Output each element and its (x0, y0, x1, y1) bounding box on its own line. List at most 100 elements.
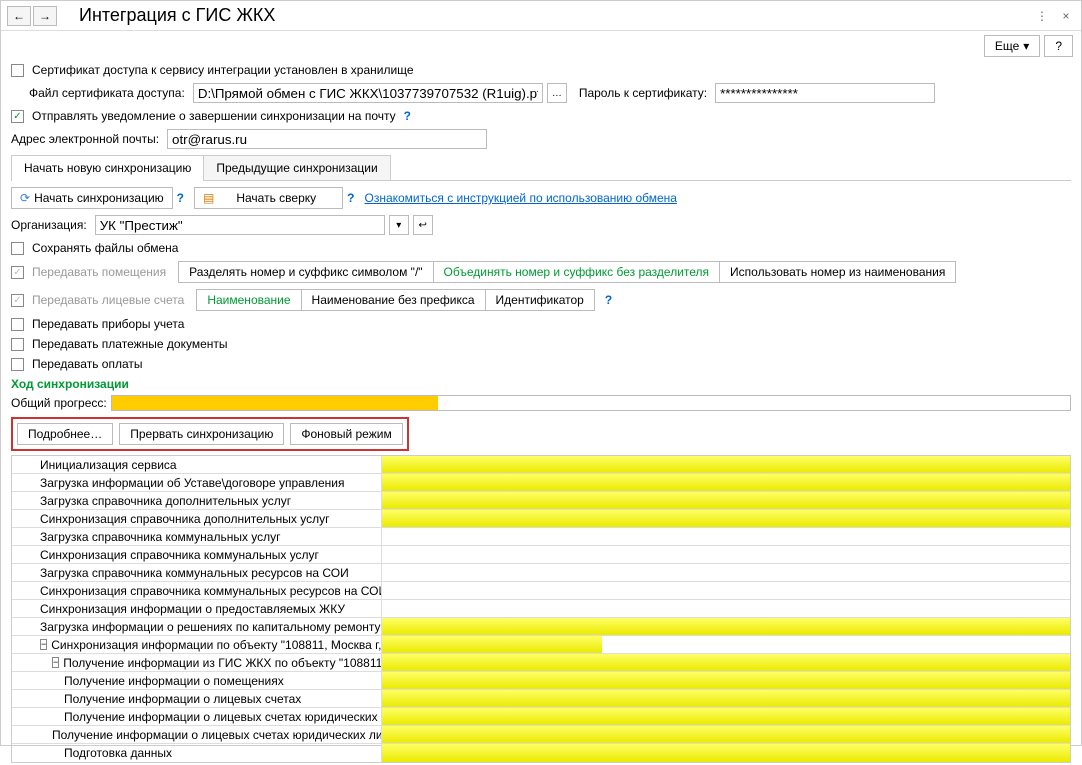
cert-file-input[interactable] (193, 83, 543, 103)
table-row[interactable]: Синхронизация информации о предоставляем… (12, 600, 1070, 618)
cert-installed-checkbox[interactable] (11, 64, 24, 77)
overall-progress-label: Общий прогресс: (11, 396, 107, 410)
save-files-checkbox[interactable] (11, 242, 24, 255)
help-button[interactable]: ? (1044, 35, 1073, 57)
table-row[interactable]: Получение информации о лицевых счетах юр… (12, 726, 1070, 744)
row-progress (382, 474, 1070, 491)
nav-back-button[interactable]: ← (7, 6, 31, 26)
row-label: Синхронизация справочника коммунальных у… (12, 546, 382, 563)
start-sync-help-icon[interactable]: ? (177, 191, 184, 205)
abort-button[interactable]: Прервать синхронизацию (119, 423, 284, 445)
send-payments-checkbox[interactable] (11, 358, 24, 371)
notify-help-icon[interactable]: ? (404, 109, 411, 123)
send-premises-checkbox[interactable]: ✓ (11, 266, 24, 279)
cert-file-browse-button[interactable]: … (547, 83, 567, 103)
org-dropdown-button[interactable]: ▾ (389, 215, 409, 235)
send-paydocs-label: Передавать платежные документы (32, 337, 228, 351)
row-progress (382, 636, 1070, 653)
cert-installed-label: Сертификат доступа к сервису интеграции … (32, 63, 414, 77)
chevron-down-icon: ▾ (1023, 39, 1029, 53)
row-progress (382, 618, 1070, 635)
cert-file-label: Файл сертификата доступа: (29, 86, 185, 100)
row-label: Подготовка данных (12, 744, 382, 762)
table-row[interactable]: Получение информации о лицевых счетах юр… (12, 708, 1070, 726)
page-title: Интеграция с ГИС ЖКХ (79, 5, 1033, 26)
send-meters-label: Передавать приборы учета (32, 317, 184, 331)
send-accounts-checkbox[interactable]: ✓ (11, 294, 24, 307)
start-check-help-icon[interactable]: ? (347, 191, 354, 205)
org-input[interactable] (95, 215, 385, 235)
table-row[interactable]: −Синхронизация информации по объекту "10… (12, 636, 1070, 654)
table-row[interactable]: Инициализация сервиса (12, 456, 1070, 474)
table-row[interactable]: −Получение информации из ГИС ЖКХ по объе… (12, 654, 1070, 672)
tab-new-sync[interactable]: Начать новую синхронизацию (11, 155, 204, 180)
background-button[interactable]: Фоновый режим (290, 423, 402, 445)
row-progress (382, 456, 1070, 473)
cert-password-label: Пароль к сертификату: (579, 86, 707, 100)
start-check-button[interactable]: ▤ Начать сверку (194, 187, 343, 209)
row-label: Получение информации о помещениях (12, 672, 382, 689)
premises-seg-split[interactable]: Разделять номер и суффикс символом "/" (179, 262, 433, 282)
row-progress (382, 600, 1070, 617)
email-input[interactable] (167, 129, 487, 149)
overall-progress-bar (111, 395, 1071, 411)
row-progress (382, 510, 1070, 527)
row-progress (382, 654, 1070, 671)
row-label: Получение информации о лицевых счетах (12, 690, 382, 707)
accounts-seg-name[interactable]: Наименование (197, 290, 301, 310)
row-progress (382, 708, 1070, 725)
row-label: Синхронизация информации о предоставляем… (12, 600, 382, 617)
nav-forward-button[interactable]: → (33, 6, 57, 26)
more-button[interactable]: Еще▾ (984, 35, 1040, 57)
table-row[interactable]: Загрузка справочника коммунальных услуг (12, 528, 1070, 546)
start-sync-button[interactable]: ⟳ Начать синхронизацию (11, 187, 173, 209)
table-row[interactable]: Загрузка справочника дополнительных услу… (12, 492, 1070, 510)
row-progress (382, 582, 1070, 599)
instruction-link[interactable]: Ознакомиться с инструкцией по использова… (364, 191, 676, 205)
accounts-help-icon[interactable]: ? (605, 293, 612, 307)
org-open-button[interactable]: ↩ (413, 215, 433, 235)
row-label: Получение информации о лицевых счетах юр… (12, 726, 382, 743)
table-row[interactable]: Подготовка данных (12, 744, 1070, 762)
email-label: Адрес электронной почты: (11, 132, 159, 146)
accounts-seg-noprefix[interactable]: Наименование без префикса (302, 290, 486, 310)
row-label: Загрузка справочника дополнительных услу… (12, 492, 382, 509)
row-label: Получение информации о лицевых счетах юр… (12, 708, 382, 725)
row-progress (382, 564, 1070, 581)
sync-icon: ⟳ (20, 191, 30, 205)
table-row[interactable]: Загрузка информации об Уставе\договоре у… (12, 474, 1070, 492)
menu-icon[interactable]: ⋮ (1033, 7, 1051, 25)
row-progress (382, 492, 1070, 509)
action-buttons-group: Подробнее… Прервать синхронизацию Фоновы… (11, 417, 409, 451)
table-row[interactable]: Получение информации о лицевых счетах (12, 690, 1070, 708)
expander-icon[interactable]: − (52, 657, 59, 668)
details-button[interactable]: Подробнее… (17, 423, 113, 445)
table-row[interactable]: Загрузка информации о решениях по капита… (12, 618, 1070, 636)
expander-icon[interactable]: − (40, 639, 47, 650)
notify-checkbox[interactable]: ✓ (11, 110, 24, 123)
table-row[interactable]: Синхронизация справочника коммунальных у… (12, 546, 1070, 564)
row-label: Синхронизация справочника коммунальных р… (12, 582, 382, 599)
tab-prev-sync[interactable]: Предыдущие синхронизации (203, 155, 390, 180)
table-row[interactable]: Синхронизация справочника дополнительных… (12, 510, 1070, 528)
row-label: Загрузка информации о решениях по капита… (12, 618, 382, 635)
table-row[interactable]: Синхронизация справочника коммунальных р… (12, 582, 1070, 600)
premises-seg-name[interactable]: Использовать номер из наименования (720, 262, 955, 282)
close-icon[interactable]: × (1057, 7, 1075, 25)
org-label: Организация: (11, 218, 87, 232)
table-row[interactable]: Загрузка справочника коммунальных ресурс… (12, 564, 1070, 582)
progress-grid: Инициализация сервисаЗагрузка информации… (11, 455, 1071, 763)
cert-password-input[interactable] (715, 83, 935, 103)
send-meters-checkbox[interactable] (11, 318, 24, 331)
row-progress (382, 726, 1070, 743)
premises-seg-merge[interactable]: Объединять номер и суффикс без разделите… (434, 262, 721, 282)
row-progress (382, 528, 1070, 545)
row-progress (382, 690, 1070, 707)
row-progress (382, 744, 1070, 762)
table-row[interactable]: Получение информации о помещениях (12, 672, 1070, 690)
row-progress (382, 672, 1070, 689)
row-label: Загрузка справочника коммунальных ресурс… (12, 564, 382, 581)
send-paydocs-checkbox[interactable] (11, 338, 24, 351)
row-label: Инициализация сервиса (12, 456, 382, 473)
accounts-seg-id[interactable]: Идентификатор (486, 290, 594, 310)
